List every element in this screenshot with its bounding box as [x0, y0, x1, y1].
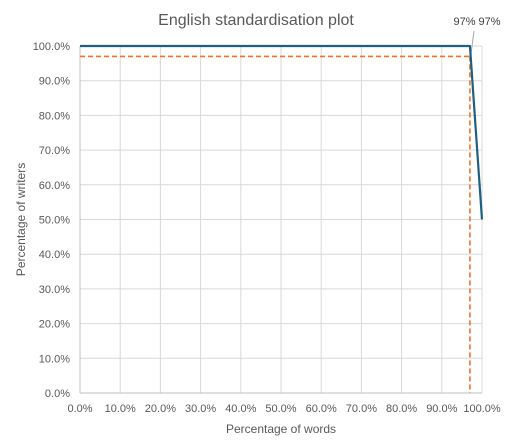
- y-tick-label: 80.0%: [39, 110, 70, 122]
- series-layer: [80, 44, 484, 220]
- y-tick-label: 50.0%: [39, 215, 70, 227]
- x-tick-label: 50.0%: [265, 403, 296, 415]
- series-line: [80, 44, 484, 220]
- x-axis-title: Percentage of words: [226, 422, 336, 436]
- y-tick-label: 20.0%: [39, 319, 70, 331]
- x-tick-label: 70.0%: [346, 403, 377, 415]
- y-tick-label: 60.0%: [39, 180, 70, 192]
- y-tick-label: 100.0%: [33, 41, 71, 53]
- y-tick-label: 0.0%: [45, 388, 70, 400]
- chart-title: English standardisation plot: [158, 12, 354, 29]
- y-tick-label: 90.0%: [39, 76, 70, 88]
- tick-labels: 0.0% 10.0% 20.0% 30.0% 40.0% 50.0% 60.0% 70.0% 8…: [33, 41, 501, 415]
- x-tick-label: 10.0%: [105, 403, 136, 415]
- y-axis-title: Percentage of writers: [14, 163, 28, 276]
- x-tick-label: 0.0%: [67, 403, 92, 415]
- x-tick-label: 40.0%: [225, 403, 256, 415]
- y-tick-label: 70.0%: [39, 145, 70, 157]
- y-tick-label: 40.0%: [39, 249, 70, 261]
- annotation-leader-line: [470, 30, 475, 55]
- x-tick-label: 100.0%: [463, 403, 501, 415]
- annotation-label: 97% 97%: [453, 16, 500, 28]
- gridlines: [79, 45, 483, 394]
- x-tick-label: 60.0%: [306, 403, 337, 415]
- x-tick-label: 30.0%: [185, 403, 216, 415]
- x-tick-label: 90.0%: [426, 403, 457, 415]
- y-tick-label: 30.0%: [39, 284, 70, 296]
- y-tick-label: 10.0%: [39, 353, 70, 365]
- x-tick-label: 80.0%: [386, 403, 417, 415]
- x-tick-label: 20.0%: [145, 403, 176, 415]
- axes: [79, 46, 482, 394]
- reference-lines: [80, 30, 475, 393]
